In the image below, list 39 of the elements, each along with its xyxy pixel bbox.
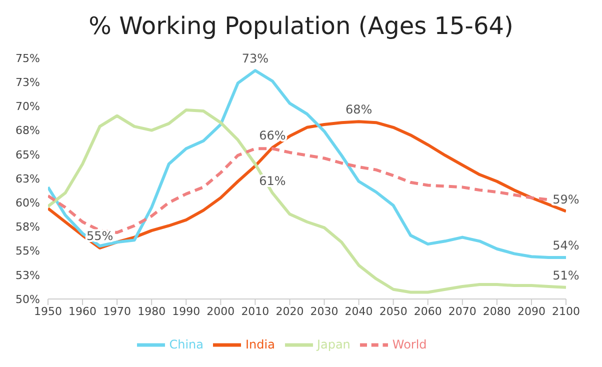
x-tick-label: 2010: [241, 304, 270, 318]
y-tick-label: 60%: [16, 196, 40, 210]
y-tick-label: 73%: [16, 76, 40, 90]
x-tick-label: 2090: [517, 304, 546, 318]
x-tick-label: 1990: [172, 304, 200, 318]
annotation: 59%: [552, 192, 580, 206]
legend-label: Japan: [316, 337, 350, 352]
annotation: 54%: [552, 238, 580, 253]
x-tick-label: 1980: [138, 304, 166, 318]
y-tick-label: 70%: [16, 100, 40, 114]
y-tick-label: 58%: [16, 220, 40, 234]
annotation: 51%: [552, 268, 580, 282]
legend-label: India: [245, 337, 275, 352]
y-tick-label: 53%: [16, 268, 40, 282]
x-tick-label: 2100: [552, 304, 580, 318]
y-tick-label: 55%: [16, 244, 40, 258]
x-tick-label: 2080: [482, 304, 511, 318]
legend-label: China: [169, 337, 204, 352]
x-tick-label: 1960: [68, 304, 97, 318]
annotation: 73%: [242, 52, 269, 66]
x-tick-label: 2060: [414, 304, 442, 318]
annotation: 55%: [86, 228, 114, 243]
y-tick-label: 50%: [16, 292, 40, 306]
x-tick-label: 2040: [344, 304, 373, 318]
x-tick-label: 2030: [310, 304, 338, 318]
y-tick-label: 63%: [16, 172, 40, 186]
x-tick-label: 2020: [276, 304, 304, 318]
y-tick-label: 65%: [16, 148, 40, 162]
y-tick-label: 75%: [16, 52, 40, 65]
x-tick-label: 1970: [103, 304, 132, 318]
x-tick-label: 1950: [34, 304, 62, 318]
x-tick-label: 2000: [206, 304, 235, 318]
x-tick-label: 2070: [448, 304, 476, 318]
annotation: 66%: [259, 128, 286, 143]
x-tick-label: 2050: [379, 304, 408, 318]
chart-title: % Working Population (Ages 15-64): [88, 11, 514, 42]
legend-label: World: [392, 337, 427, 352]
annotation: 68%: [345, 102, 372, 117]
y-tick-label: 68%: [16, 124, 40, 138]
